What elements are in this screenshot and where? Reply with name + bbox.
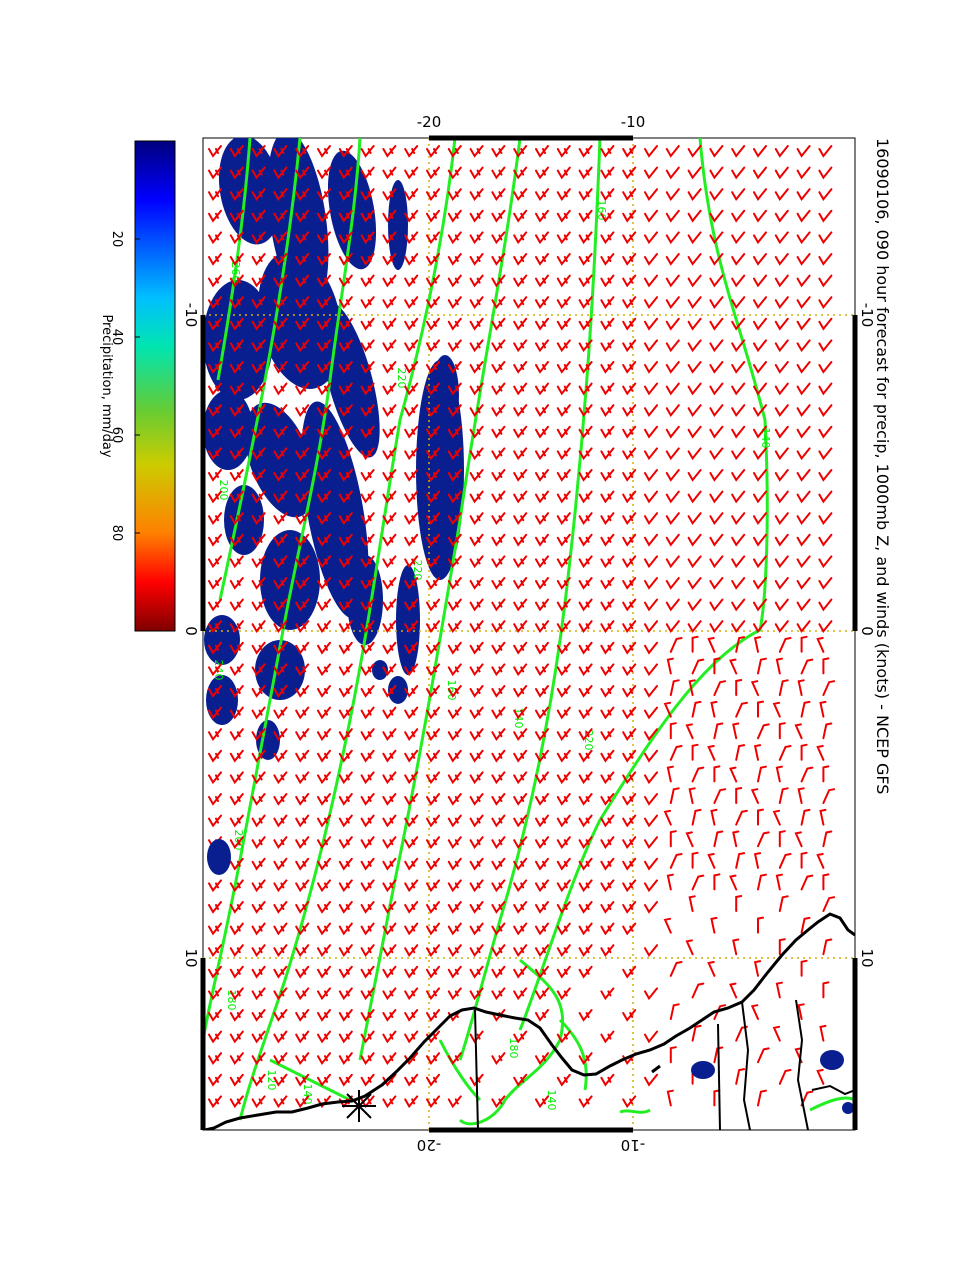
right-axis-label: -10 <box>858 303 876 328</box>
coastline <box>204 912 855 1130</box>
right-axis-label: 0 <box>858 626 876 636</box>
top-axis-label: -10 <box>621 113 646 131</box>
bottom-axis-label: -10 <box>621 1136 646 1154</box>
wind-barbs <box>208 145 836 1109</box>
station-asterisk-icon <box>342 1090 376 1122</box>
height-contour-line <box>458 138 602 1061</box>
height-contour-line <box>269 1058 351 1102</box>
precip-area <box>204 615 240 665</box>
height-contour-line <box>203 138 362 1041</box>
precip-area <box>396 565 420 675</box>
map-title: 16090106, 090 hour forecast for precip, … <box>873 138 892 794</box>
height-contour-line <box>809 1096 855 1112</box>
colorbar-tick-label: 40 <box>109 329 124 346</box>
colorbar-tick-label: 60 <box>109 427 124 444</box>
precip-area <box>206 675 238 725</box>
precip-area <box>255 640 305 700</box>
contour-label: 160 <box>445 680 458 701</box>
colorbar-ticks: 20 40 60 80 <box>109 231 140 542</box>
precip-area <box>388 676 408 704</box>
contour-label: 140 <box>301 1084 314 1105</box>
contour-label: 120 <box>265 1070 278 1091</box>
axis-segments <box>200 135 858 1133</box>
map-panel: 1601402202602202002401601402202001801401… <box>182 113 876 1154</box>
left-axis-label: 10 <box>182 948 200 967</box>
bottom-axis-label: -20 <box>417 1136 442 1154</box>
contour-label: 140 <box>545 1090 558 1111</box>
height-contour-line <box>619 1108 651 1114</box>
axis-labels: -20 -10 -20 -10 -10 0 10 -10 0 10 <box>182 113 876 1154</box>
contour-label: 220 <box>582 730 595 751</box>
precip-area <box>218 138 282 245</box>
colorbar-label: Precipitation, mm/day <box>99 314 114 457</box>
contour-label: 180 <box>225 990 238 1011</box>
top-axis-label: -20 <box>417 113 442 131</box>
height-contour-line <box>238 138 457 1121</box>
contour-label: 200 <box>217 480 230 501</box>
right-axis-label: 10 <box>858 948 876 967</box>
wind-barb-field <box>208 145 836 1109</box>
lat-lon-gridlines <box>203 138 855 1130</box>
contour-label: 180 <box>507 1038 520 1059</box>
contour-label: 140 <box>759 428 772 449</box>
height-contour-line <box>218 138 302 601</box>
contour-label: 240 <box>212 660 225 681</box>
left-axis-label: 0 <box>182 626 200 636</box>
colorbar-tick-label: 80 <box>109 525 124 542</box>
precip-area <box>388 180 408 270</box>
height-contour-line <box>558 1018 588 1091</box>
contour-label: 220 <box>395 368 408 389</box>
left-axis-label: -10 <box>182 303 200 328</box>
contour-label: 260 <box>229 262 242 283</box>
contour-label: 160 <box>595 200 608 221</box>
colorbar-tick-label: 20 <box>109 231 124 248</box>
contour-label: 220 <box>411 560 424 581</box>
height-contour-line <box>458 958 565 1126</box>
precip-area <box>372 660 388 680</box>
precip-area <box>260 530 320 630</box>
colorbar <box>134 140 176 632</box>
